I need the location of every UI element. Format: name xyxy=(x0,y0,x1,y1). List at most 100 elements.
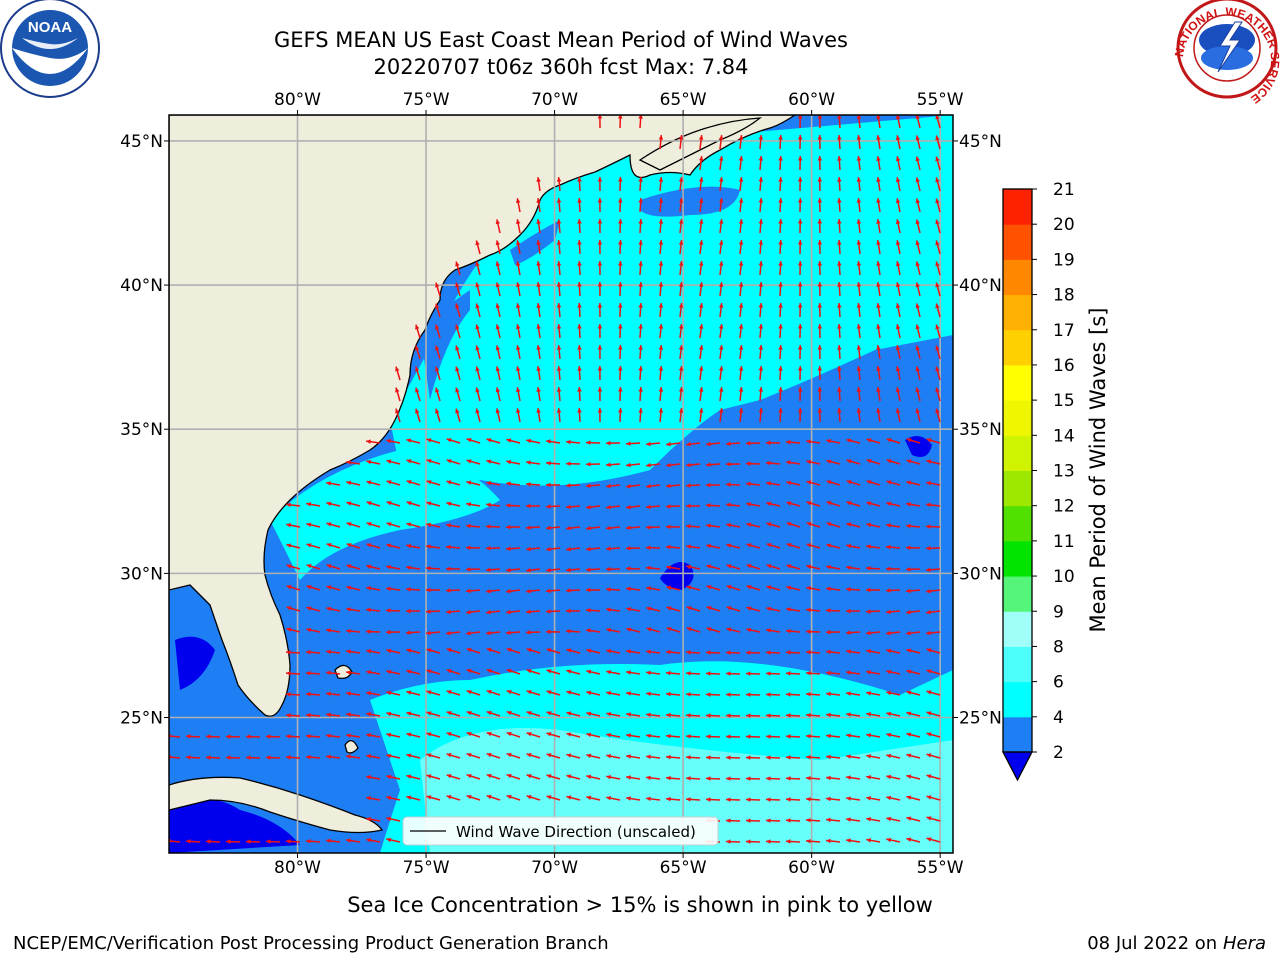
wave-arrow-head xyxy=(495,408,501,414)
wave-arrow-head xyxy=(646,586,651,591)
wave-arrow-head xyxy=(686,441,691,447)
wave-arrow-head xyxy=(806,775,811,781)
wave-arrow-head xyxy=(266,734,271,739)
wave-arrow-head xyxy=(856,240,862,245)
wave-arrow-head xyxy=(577,240,582,245)
wave-arrow-head xyxy=(698,219,704,224)
wave-arrow-head xyxy=(406,711,412,716)
wave-arrow-head xyxy=(826,501,832,506)
lat-label-left: 45°N xyxy=(120,132,163,152)
wave-arrow-head xyxy=(515,198,521,204)
wave-arrow-head xyxy=(738,408,744,413)
wave-arrow-head xyxy=(895,408,901,414)
wave-arrow-head xyxy=(806,564,812,569)
wave-arrow-head xyxy=(866,630,871,636)
wave-arrow-head xyxy=(666,649,671,655)
wave-arrow-head xyxy=(826,733,831,739)
wave-arrow-head xyxy=(758,366,764,371)
lat-label-left: 40°N xyxy=(120,276,163,296)
wave-arrow-head xyxy=(806,629,811,634)
lon-label-top: 55°W xyxy=(917,90,964,110)
wave-arrow-head xyxy=(915,408,920,414)
wave-arrow-head xyxy=(638,408,643,413)
wave-arrow-head xyxy=(406,753,412,758)
wave-arrow-head xyxy=(718,345,724,350)
wave-arrow-head xyxy=(718,408,724,413)
wave-arrow-head xyxy=(626,670,631,675)
wave-arrow-head xyxy=(738,219,744,224)
wave-arrow-head xyxy=(778,408,783,413)
wave-arrow-head xyxy=(475,303,480,309)
wave-arrow-head xyxy=(446,609,451,615)
wave-arrow-head xyxy=(586,525,591,531)
wave-arrow-head xyxy=(386,816,392,822)
map-legend: Wind Wave Direction (unscaled) xyxy=(402,816,719,846)
wave-arrow-head xyxy=(886,837,892,843)
wave-arrow-head xyxy=(866,754,871,759)
wave-arrow-head xyxy=(546,753,552,758)
wave-arrow-head xyxy=(658,408,664,413)
wave-arrow-head xyxy=(506,459,512,465)
wave-arrow-head xyxy=(366,501,372,506)
wave-arrow-head xyxy=(926,732,932,737)
wave-arrow-head xyxy=(746,522,752,527)
wave-arrow-head xyxy=(426,690,432,695)
colorbar-tick-label: 11 xyxy=(1053,532,1075,552)
wave-arrow-head xyxy=(856,198,862,203)
wave-arrow-head xyxy=(606,753,612,759)
wave-arrow-head xyxy=(706,585,712,590)
wave-arrow-head xyxy=(806,838,811,844)
wave-arrow-head xyxy=(646,606,652,612)
wave-arrow-head xyxy=(797,177,803,182)
colorbar-tick-label: 16 xyxy=(1053,356,1075,376)
wave-arrow-head xyxy=(495,261,501,267)
wave-arrow-head xyxy=(678,324,684,329)
wave-arrow-head xyxy=(817,366,823,371)
zone-lt2-c xyxy=(175,636,215,690)
wave-arrow-head xyxy=(886,544,891,550)
wave-arrow-head xyxy=(706,523,711,528)
wave-arrow-head xyxy=(738,282,744,287)
wave-arrow-head xyxy=(738,240,744,245)
wave-arrow-head xyxy=(506,609,511,615)
wave-arrow-head xyxy=(806,670,811,676)
wave-arrow-head xyxy=(406,459,412,464)
wave-arrow-head xyxy=(426,774,432,779)
wave-arrow-head xyxy=(746,755,751,760)
wave-arrow-head xyxy=(935,303,940,309)
wave-arrow-head xyxy=(346,607,351,612)
wave-arrow-head xyxy=(806,607,811,613)
wave-arrow-head xyxy=(566,525,571,531)
wave-arrow-head xyxy=(686,627,692,632)
wave-arrow-head xyxy=(526,732,532,737)
wave-arrow-head xyxy=(638,219,643,224)
wave-arrow-head xyxy=(886,630,891,636)
wave-arrow-head xyxy=(286,564,292,569)
wave-arrow-head xyxy=(556,177,562,182)
wave-arrow-head xyxy=(597,324,603,329)
wave-arrow-head xyxy=(856,135,862,140)
wave-arrow-head xyxy=(606,627,612,633)
wave-arrow-head xyxy=(566,774,572,779)
wave-arrow-head xyxy=(876,387,881,392)
wave-arrow-head xyxy=(758,387,764,392)
wave-arrow-head xyxy=(306,691,311,697)
wave-arrow-head xyxy=(778,240,783,245)
wave-arrow-head xyxy=(797,261,803,266)
colorbar-tick-label: 2 xyxy=(1053,743,1064,763)
wave-arrow-head xyxy=(266,755,271,760)
wave-arrow-head xyxy=(678,303,684,308)
colorbar-tick-label: 20 xyxy=(1053,215,1075,235)
wave-arrow-head xyxy=(346,628,351,634)
colorbar-segment xyxy=(1003,189,1032,225)
wave-arrow-head xyxy=(406,795,412,800)
wave-arrow-head xyxy=(586,690,592,696)
wave-arrow-head xyxy=(935,177,940,183)
wave-arrow-head xyxy=(426,566,431,571)
wave-arrow-head xyxy=(926,567,931,573)
wave-arrow-head xyxy=(536,198,541,203)
wave-arrow-head xyxy=(466,773,472,779)
wave-arrow-head xyxy=(846,775,851,780)
colorbar-segment xyxy=(1003,646,1032,683)
wave-arrow-head xyxy=(846,712,851,717)
